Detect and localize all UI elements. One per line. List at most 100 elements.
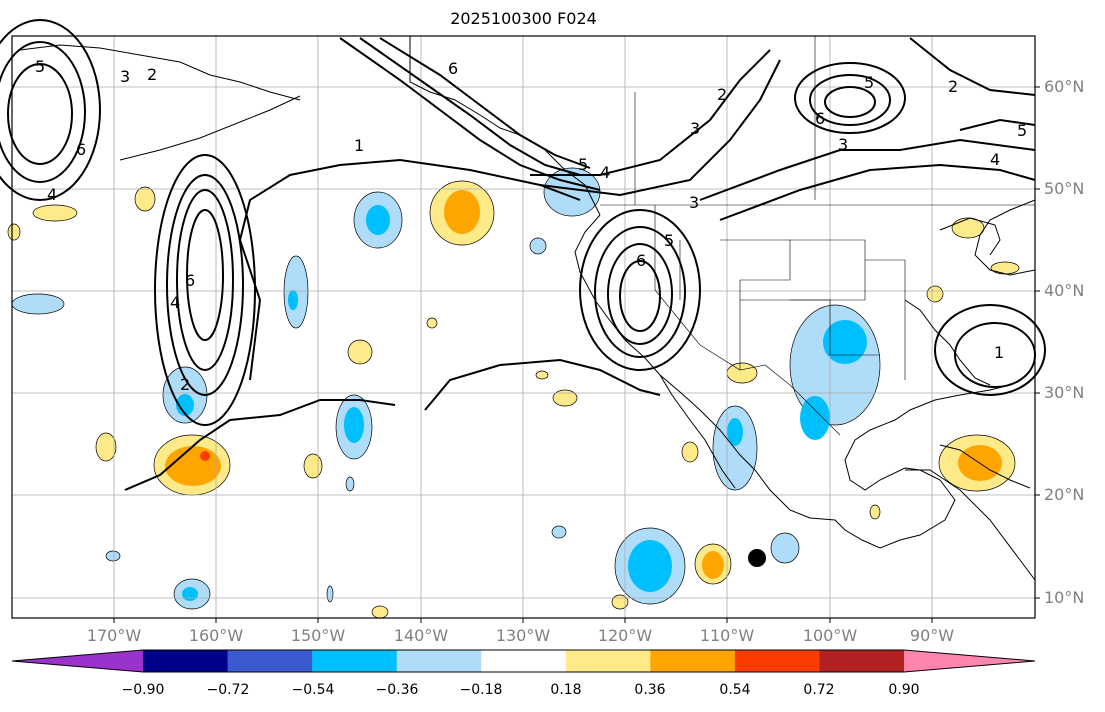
contour-label: 5	[578, 155, 588, 174]
contour-label: 3	[120, 67, 130, 86]
neg-area	[326, 585, 334, 603]
colorbar-tick-label: −0.36	[375, 682, 419, 698]
colorbar-segment	[12, 650, 143, 672]
lon-label: 120°W	[597, 626, 653, 645]
contour-label: 1	[354, 136, 364, 155]
neg-area	[345, 476, 355, 492]
lon-label: 140°W	[393, 626, 449, 645]
pos-area	[681, 441, 699, 463]
contour-label: 5	[35, 57, 45, 76]
pos-area-core2	[200, 451, 210, 461]
location-marker	[748, 549, 766, 567]
contour-label: 6	[636, 251, 646, 270]
pos-area	[371, 605, 389, 619]
pos-area	[951, 217, 985, 239]
pos-area	[990, 261, 1020, 275]
contour-label: 4	[600, 163, 610, 182]
contour-label: 5	[1017, 121, 1027, 140]
lon-label: 170°W	[86, 626, 142, 645]
colorbar-outline	[11, 649, 1036, 673]
contour-label: 6	[76, 140, 86, 159]
colorbar-segment	[734, 650, 820, 672]
lat-label: 40°N	[1044, 281, 1085, 300]
contour-label: 4	[990, 150, 1000, 169]
map-frame	[11, 35, 1036, 619]
contour-label: 3	[838, 135, 848, 154]
axis-ticks	[113, 86, 1040, 623]
colorbar-segment	[227, 650, 313, 672]
colorbar-tick-label: 0.18	[550, 682, 582, 698]
colorbar-tick-label: −0.72	[206, 682, 250, 698]
colorbar-segment	[481, 650, 567, 672]
contour-label: 2	[147, 65, 157, 84]
pos-area	[426, 317, 438, 329]
lat-label: 10°N	[1044, 588, 1085, 607]
lat-label: 30°N	[1044, 383, 1085, 402]
lat-label: 50°N	[1044, 179, 1085, 198]
lat-label: 20°N	[1044, 485, 1085, 504]
lon-label: 100°W	[802, 626, 858, 645]
lon-label: 150°W	[290, 626, 346, 645]
contour-label: 2	[717, 85, 727, 104]
colorbar-tick-label: −0.54	[291, 682, 335, 698]
neg-area-core	[344, 407, 364, 443]
shaded-fields	[7, 167, 1020, 619]
lon-label: 130°W	[495, 626, 551, 645]
neg-area-core	[727, 418, 743, 446]
pos-area-core	[444, 190, 480, 234]
neg-area	[105, 550, 121, 562]
neg-area-core	[800, 396, 830, 440]
contour-label: 4	[170, 293, 180, 312]
pos-area-core	[702, 551, 724, 579]
colorbar-tick-label: −0.90	[121, 682, 165, 698]
colorbar-tick-label: 0.36	[634, 682, 666, 698]
pos-area	[926, 285, 944, 303]
colorbar-segment	[143, 650, 229, 672]
colorbar-segment	[565, 650, 651, 672]
contour-label: 3	[689, 193, 699, 212]
pos-area	[611, 594, 629, 610]
contour-label: 2	[948, 77, 958, 96]
coastlines	[19, 36, 1036, 581]
colorbar-tick-label: 0.72	[803, 682, 835, 698]
contour-label: 6	[185, 271, 195, 290]
pos-area	[552, 389, 578, 407]
pos-area	[7, 223, 21, 241]
map-title: 2025100300 F024	[450, 9, 597, 28]
pos-area	[95, 432, 117, 462]
neg-area-core	[176, 394, 194, 416]
colorbar-segment	[396, 650, 482, 672]
lon-label: 90°W	[909, 626, 955, 645]
pos-area	[535, 370, 549, 380]
neg-area-core	[288, 290, 298, 310]
contour-label: 4	[47, 185, 57, 204]
borders	[600, 36, 1035, 436]
neg-area-core	[182, 587, 198, 601]
colorbar-segment	[904, 650, 1035, 672]
neg-area	[551, 525, 567, 539]
contour-label: 5	[664, 231, 674, 250]
colorbar-segment	[650, 650, 736, 672]
pos-area-core	[165, 446, 221, 486]
neg-area-core	[366, 205, 390, 235]
lon-label: 110°W	[699, 626, 755, 645]
neg-area-core	[823, 320, 867, 364]
pos-area	[134, 186, 156, 212]
pos-area	[869, 504, 881, 520]
pos-area	[32, 204, 78, 222]
contours	[0, 19, 1046, 491]
contour-label: 6	[448, 59, 458, 78]
neg-area	[770, 532, 800, 564]
lat-label: 60°N	[1044, 77, 1085, 96]
lon-label: 160°W	[188, 626, 244, 645]
colorbar-tick-label: −0.18	[459, 682, 503, 698]
contour-label: 3	[690, 119, 700, 138]
contour-label: 5	[864, 73, 874, 92]
pos-area	[726, 362, 758, 384]
neg-area	[11, 293, 65, 315]
pos-area	[347, 339, 373, 365]
colorbar-tick-label: 0.54	[719, 682, 751, 698]
contour-labels: 5 3 2 6 4 1 6 5 4 3 2 2 4 6 5 3 5 6 4 5 …	[35, 57, 1027, 394]
colorbar-segment	[819, 650, 905, 672]
